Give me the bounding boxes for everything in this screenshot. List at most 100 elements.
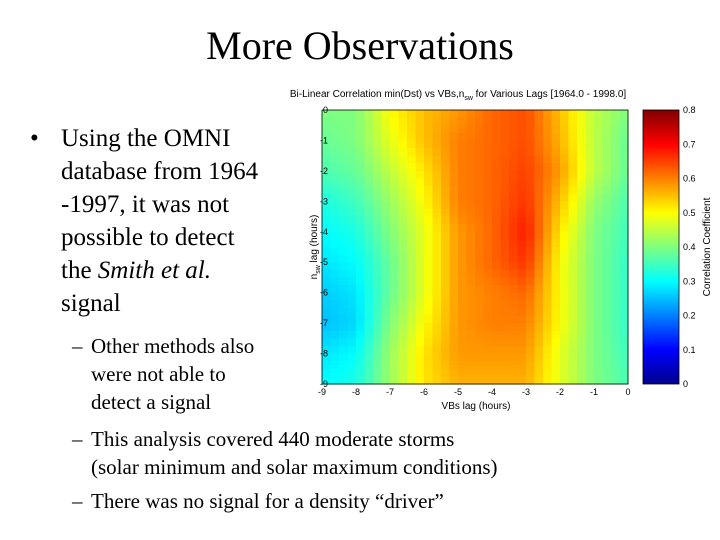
heatmap-cell: [415, 300, 425, 309]
heatmap-cell: [517, 285, 527, 294]
heatmap-cell: [602, 285, 612, 294]
heatmap-cell: [551, 345, 561, 355]
heatmap-cell: [611, 132, 621, 142]
heatmap-cell: [449, 269, 459, 279]
heatmap-cell: [347, 224, 357, 233]
heatmap-cell: [568, 323, 578, 332]
heatmap-cell: [407, 345, 417, 355]
heatmap-cell: [330, 201, 340, 210]
heatmap-cell: [526, 285, 536, 294]
heatmap-cell: [517, 307, 527, 317]
heatmap-cell: [534, 262, 544, 271]
heatmap-cell: [466, 254, 476, 263]
heatmap-cell: [407, 285, 417, 294]
heatmap-cell: [449, 186, 459, 195]
heatmap-cell: [322, 132, 332, 142]
heatmap-cell: [458, 262, 468, 271]
heatmap-cell: [322, 148, 332, 157]
heatmap-cell: [517, 224, 527, 233]
heatmap-cell: [509, 224, 519, 233]
chart-title: Bi-Linear Correlation min(Dst) vs VBs,ns…: [290, 89, 627, 102]
heatmap-cell: [407, 269, 417, 279]
heatmap-cell: [568, 269, 578, 279]
heatmap-cell: [500, 247, 510, 256]
correlation-heatmap-figure: Bi-Linear Correlation min(Dst) vs VBs,ns…: [272, 82, 720, 422]
main-bullet-text: Using the OMNI database from 1964 -1997,…: [61, 122, 301, 320]
heatmap-cell: [356, 254, 366, 263]
heatmap-cell: [458, 216, 468, 225]
y-tick-label: -1: [320, 135, 328, 145]
heatmap-cell: [449, 300, 459, 309]
heatmap-cell: [330, 231, 340, 240]
heatmap-cell: [551, 132, 561, 142]
heatmap-cell: [330, 285, 340, 294]
heatmap-cell: [407, 323, 417, 332]
heatmap-cell: [560, 307, 570, 317]
heatmap-cell: [560, 140, 570, 149]
heatmap-cell: [458, 323, 468, 332]
heatmap-cell: [568, 285, 578, 294]
heatmap-cell: [449, 216, 459, 225]
heatmap-cell: [415, 231, 425, 240]
heatmap-cell: [364, 186, 374, 195]
heatmap-cell: [424, 300, 434, 309]
heatmap-cell: [611, 376, 621, 385]
heatmap-cell: [517, 345, 527, 355]
heatmap-cell: [441, 353, 451, 362]
heatmap-cell: [407, 376, 417, 385]
sub-bullet-line: There was no signal for a density “drive…: [91, 489, 444, 513]
heatmap-cell: [441, 148, 451, 157]
x-tick-label: -3: [522, 387, 530, 397]
heatmap-cell: [449, 345, 459, 355]
heatmap-cell: [449, 315, 459, 324]
heatmap-cell: [373, 285, 383, 294]
heatmap-cell: [611, 224, 621, 233]
heatmap-cell: [543, 300, 553, 309]
heatmap-cell: [373, 117, 383, 126]
heatmap-cell: [381, 201, 391, 210]
heatmap-cell: [551, 231, 561, 240]
heatmap-cell: [381, 269, 391, 279]
heatmap-cell: [322, 170, 332, 180]
heatmap-cell: [373, 376, 383, 385]
heatmap-cell: [415, 269, 425, 279]
heatmap-cell: [356, 338, 366, 347]
heatmap-cell: [356, 186, 366, 195]
heatmap-cell: [441, 140, 451, 149]
heatmap-cell: [339, 315, 349, 324]
heatmap-cell: [611, 323, 621, 332]
heatmap-cell: [390, 239, 400, 248]
heatmap-cell: [347, 315, 357, 324]
heatmap-cell: [517, 117, 527, 126]
heatmap-cell: [339, 330, 349, 339]
heatmap-cell: [534, 132, 544, 142]
heatmap-cell: [500, 132, 510, 142]
heatmap-cell: [322, 125, 332, 134]
heatmap-cell: [492, 163, 502, 172]
heatmap-cell: [339, 269, 349, 279]
heatmap-cell: [364, 140, 374, 149]
heatmap-cell: [356, 368, 366, 377]
heatmap-cell: [322, 315, 332, 324]
heatmap-cell: [517, 376, 527, 385]
heatmap-cell: [364, 155, 374, 164]
heatmap-cell: [390, 178, 400, 187]
heatmap-cell: [381, 300, 391, 309]
heatmap-cell: [373, 338, 383, 347]
heatmap-cell: [619, 125, 629, 134]
heatmap-cell: [526, 125, 536, 134]
heatmap-cell: [356, 300, 366, 309]
heatmap-cell: [619, 193, 629, 202]
heatmap-cell: [543, 353, 553, 362]
heatmap-cell: [330, 125, 340, 134]
heatmap-cell: [458, 368, 468, 377]
heatmap-cell: [517, 277, 527, 286]
heatmap-cell: [449, 178, 459, 187]
heatmap-cell: [398, 368, 408, 377]
heatmap-cell: [483, 315, 493, 324]
heatmap-cell: [475, 125, 485, 134]
heatmap-cell: [568, 216, 578, 225]
x-tick-label: -9: [318, 387, 326, 397]
heatmap-cell: [577, 277, 587, 286]
heatmap-cell: [619, 163, 629, 172]
